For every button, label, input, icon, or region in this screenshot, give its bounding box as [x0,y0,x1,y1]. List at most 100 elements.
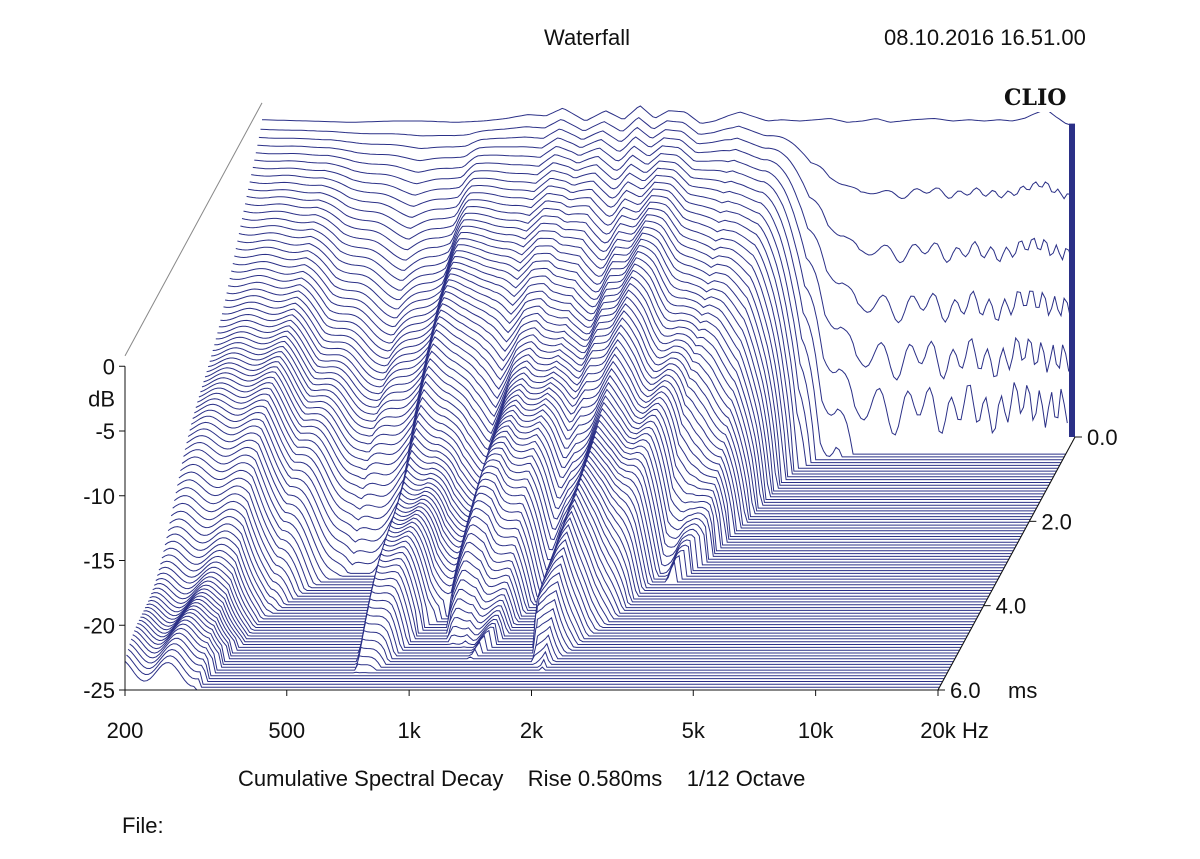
slice-line-71 [152,572,966,640]
slice-line-28 [218,303,1032,518]
y-tick-label-1: -5 [95,419,115,444]
slice-line-14 [240,214,1054,478]
slice-line-67 [158,538,972,628]
slice-line-11 [245,195,1059,469]
slice-line-78 [141,608,955,660]
subtitle-rise: Rise 0.580ms [527,766,663,791]
slice-line-85 [130,637,945,680]
z-tick-label-1: 2.0 [1041,509,1072,534]
slice-line-25 [223,282,1037,509]
slice-line-44 [194,403,1008,563]
slice-line-73 [149,589,963,645]
y-unit-label: dB [88,387,115,412]
slice-line-46 [190,415,1005,569]
x-tick-label-5: 10k [798,718,834,743]
slice-line-82 [135,623,949,671]
slice-line-1 [260,116,1074,201]
slice-line-76 [144,602,958,654]
z-unit-label: ms [1008,678,1037,703]
slice-line-10 [246,188,1060,466]
slice-line-61 [167,498,982,611]
slice-line-5 [254,152,1068,436]
slice-fill-81 [137,620,951,668]
slice-line-58 [172,482,986,603]
x-tick-label-6: 20k [920,718,956,743]
slice-line-4 [255,145,1070,381]
slice-line-83 [133,627,948,674]
clio-logo: CLIO [1004,85,1066,111]
slice-line-68 [157,546,971,631]
slice-line-47 [189,421,1003,572]
slice-line-66 [160,531,974,626]
slice-line-60 [169,492,983,609]
slice-line-32 [212,331,1026,529]
y-tick-label-5: -25 [83,678,115,703]
slice-line-75 [146,598,960,651]
slice-line-57 [174,477,988,600]
file-label: File: [122,813,164,838]
slice-line-33 [211,338,1025,532]
slice-line-27 [220,296,1034,515]
slice-line-30 [215,317,1029,523]
y-tick-label-0: 0 [103,354,115,379]
timestamp: 08.10.2016 16.51.00 [884,25,1086,50]
slice-line-39 [201,376,1015,549]
slice-line-7 [251,167,1065,458]
slice-line-23 [226,269,1040,503]
slice-line-16 [237,226,1051,483]
slice-line-37 [204,366,1018,543]
slice-line-29 [217,310,1031,520]
slice-line-38 [203,371,1017,546]
slice-line-35 [208,353,1022,537]
x-tick-label-4: 5k [682,718,706,743]
slice-line-50 [184,441,998,580]
slice-line-59 [170,487,985,606]
subtitle-resolution: 1/12 Octave [686,766,806,791]
noise-floor-back-edge [1069,123,1075,438]
slice-line-2 [258,126,1073,264]
decay-slices [124,105,1076,691]
chart-title: Waterfall [544,25,630,50]
slice-line-55 [177,468,991,594]
slice-line-74 [147,595,962,648]
slice-line-84 [132,632,946,677]
x-tick-label-1: 500 [268,718,305,743]
slice-line-8 [249,174,1063,461]
slice-line-62 [166,504,980,614]
slice-fill-77 [143,605,957,656]
slice-line-20 [231,250,1045,495]
slice-line-41 [198,387,1012,555]
y-tick-label-4: -20 [83,613,115,638]
slice-line-17 [235,232,1049,486]
x-tick-label-2: 1k [398,718,422,743]
slice-line-0 [261,105,1076,127]
chart-subtitle: Cumulative Spectral Decay Rise 0.580ms 1… [238,768,805,790]
slice-line-45 [192,409,1006,566]
slice-line-18 [234,238,1048,489]
slice-line-86 [129,643,943,682]
slice-line-64 [163,517,977,620]
x-tick-label-0: 200 [107,718,144,743]
slice-line-69 [155,554,969,634]
slice-fill-76 [145,602,958,653]
z-axis-line [937,436,1076,691]
slice-line-88 [126,654,940,688]
slice-line-53 [180,459,994,589]
slice-line-15 [238,220,1052,481]
slice-line-12 [243,201,1057,472]
slice-line-51 [183,449,997,583]
slice-line-21 [229,257,1043,498]
slice-line-42 [197,392,1011,557]
slice-line-70 [153,563,968,637]
slice-line-26 [221,289,1035,512]
slice-line-43 [195,398,1009,560]
slice-line-3 [257,136,1071,324]
slice-line-81 [137,619,951,668]
slice-line-79 [140,612,954,663]
z-tick-label-3: 6.0 [950,678,981,703]
slice-line-80 [138,615,952,665]
slice-line-56 [175,472,989,597]
z-tick-label-2: 4.0 [996,594,1027,619]
slice-line-36 [206,360,1020,540]
